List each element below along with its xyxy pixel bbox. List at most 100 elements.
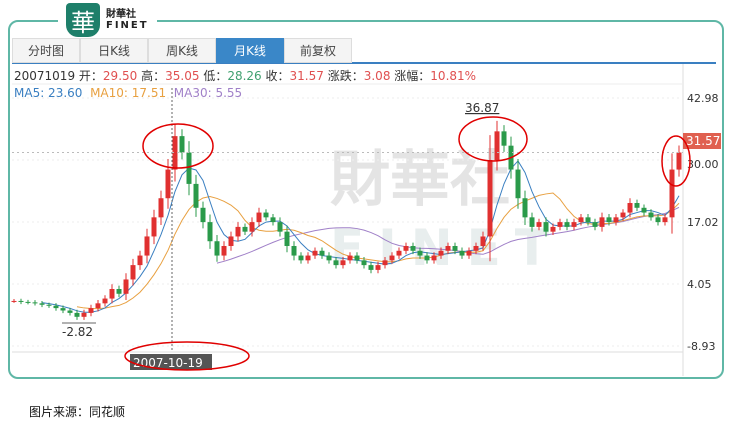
candle-body — [459, 250, 465, 256]
candle-body — [74, 312, 80, 317]
candle-body — [606, 217, 612, 223]
candle-body — [11, 300, 17, 302]
candle-body — [67, 310, 73, 313]
chart-tabs: 分时图 日K线 周K线 月K线 前复权 — [12, 38, 716, 64]
last-price-box — [683, 133, 721, 149]
candle-body — [305, 255, 311, 261]
candle-body — [18, 300, 24, 302]
candle-body — [473, 246, 479, 251]
high-label: 高： — [141, 69, 166, 83]
candle-body — [634, 203, 640, 208]
logo-en: FINET — [106, 20, 149, 31]
candle-body — [550, 226, 556, 232]
candle-body — [179, 136, 185, 153]
candle-body — [592, 222, 598, 227]
candle-body — [599, 217, 605, 227]
candle-body — [417, 250, 423, 256]
ma10-value: MA10: 17.51 — [90, 86, 167, 100]
candle-body — [193, 183, 199, 208]
min-price-label: -2.82 — [62, 325, 93, 339]
y-tick-label: 17.02 — [687, 216, 719, 229]
candle-body — [165, 169, 171, 199]
annotation-circle — [458, 116, 528, 162]
candle-body — [263, 212, 269, 218]
info-date: 20071019 — [14, 69, 76, 83]
open-value: 29.50 — [102, 69, 138, 83]
candle-body — [354, 255, 360, 261]
candle-body — [158, 198, 164, 218]
low-value: 28.26 — [227, 69, 262, 83]
candle-body — [25, 301, 31, 303]
candle-body — [130, 265, 136, 280]
candle-body — [347, 255, 353, 261]
candle-body — [340, 260, 346, 266]
ohlc-info: 20071019 开：29.50 高：35.05 低：28.26 收：31.57… — [14, 67, 476, 84]
candle-body — [39, 303, 45, 305]
candle-body — [102, 298, 108, 304]
candle-body — [655, 217, 661, 223]
candle-body — [249, 222, 255, 232]
candle-body — [648, 212, 654, 218]
logo-mark: 華 — [66, 3, 100, 37]
candle-body — [543, 222, 549, 232]
y-tick-label: 4.05 — [687, 278, 712, 291]
annotation-circle — [142, 123, 214, 169]
candle-body — [32, 302, 38, 304]
tab-daily-k[interactable]: 日K线 — [80, 38, 148, 63]
candle-body — [403, 246, 409, 251]
candle-body — [494, 131, 500, 161]
last-price-label: 31.57 — [686, 134, 720, 148]
candle-body — [564, 222, 570, 227]
candle-body — [95, 303, 101, 309]
finet-logo: 華 財華社 FINET — [58, 2, 157, 38]
candle-body — [396, 250, 402, 256]
candle-body — [361, 260, 367, 266]
candle-body — [536, 222, 542, 227]
candle-body — [46, 304, 52, 306]
candle-body — [522, 198, 528, 218]
candle-body — [452, 246, 458, 251]
candle-body — [375, 265, 381, 270]
candle-body — [662, 217, 668, 223]
candle-body — [676, 152, 682, 170]
candle-body — [368, 265, 374, 270]
candle-body — [557, 222, 563, 227]
candle-body — [669, 169, 675, 218]
candle-body — [270, 217, 276, 223]
candle-body — [445, 246, 451, 251]
candle-body — [60, 308, 66, 311]
pct-value: 10.81% — [430, 69, 477, 83]
candle-body — [613, 217, 619, 223]
ma-legend: MA5: 23.60 MA10: 17.51 MA30: 5.55 — [14, 86, 242, 100]
candle-body — [389, 255, 395, 261]
candle-body — [88, 308, 94, 313]
watermark-text: 財華社 — [330, 145, 510, 215]
change-label: 涨跌： — [327, 69, 364, 83]
tab-forward-adjusted[interactable]: 前复权 — [284, 38, 352, 63]
candle-body — [144, 236, 150, 256]
candle-body — [221, 246, 227, 256]
high-value: 35.05 — [165, 69, 200, 83]
candle-body — [487, 160, 493, 237]
candle-body — [116, 289, 122, 294]
tab-monthly-k[interactable]: 月K线 — [216, 38, 284, 63]
max-price-label: 36.87 — [465, 101, 499, 115]
candle-body — [172, 136, 178, 170]
cursor-date-label: 2007-10-19 — [133, 356, 203, 370]
candle-body — [214, 241, 220, 256]
candle-body — [235, 226, 241, 237]
candle-body — [410, 246, 416, 251]
cursor-date-box — [130, 354, 212, 370]
candle-body — [466, 250, 472, 256]
chart-frame — [8, 20, 724, 379]
candle-body — [200, 207, 206, 223]
candle-body — [109, 289, 115, 299]
candle-body — [333, 260, 339, 266]
candle-body — [186, 152, 192, 184]
y-tick-label: 42.98 — [687, 92, 719, 105]
low-label: 低： — [203, 69, 228, 83]
annotation-circle — [124, 341, 250, 371]
tab-weekly-k[interactable]: 周K线 — [148, 38, 216, 63]
tab-intraday[interactable]: 分时图 — [12, 38, 80, 63]
